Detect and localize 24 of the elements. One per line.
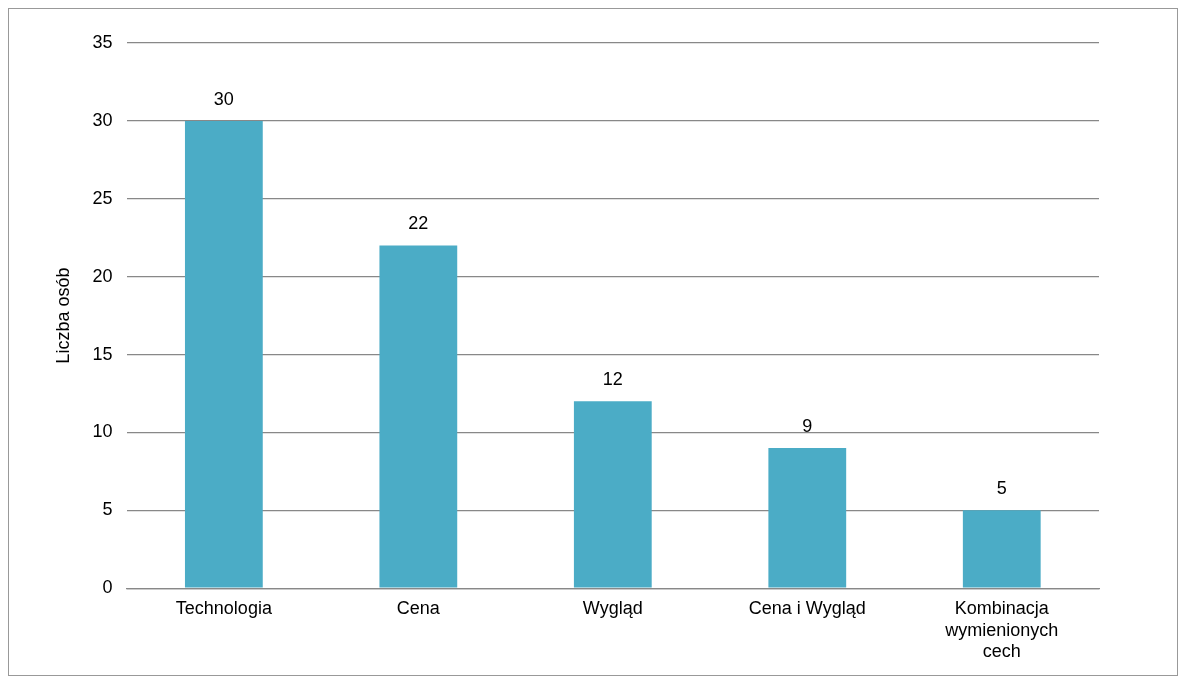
- bar: [379, 245, 458, 588]
- data-label: 22: [408, 213, 429, 234]
- y-axis-title: Liczba osób: [52, 267, 73, 364]
- x-tick-label: Cena i Wygląd: [748, 597, 866, 618]
- x-tick-label: Technologia: [175, 597, 273, 618]
- x-tick-label: Kombinacja wymienionych cech: [944, 597, 1059, 662]
- bar: [573, 401, 652, 588]
- y-tick-label: 15: [92, 343, 113, 364]
- y-tick-label: 30: [92, 109, 113, 130]
- data-label: 9: [802, 415, 813, 436]
- x-tick-label: Cena: [396, 597, 441, 618]
- bar: [184, 120, 263, 588]
- y-tick-label: 10: [92, 421, 113, 442]
- data-label: 30: [213, 88, 234, 109]
- y-tick-label: 35: [92, 31, 113, 52]
- data-label: 12: [602, 369, 623, 390]
- y-tick-label: 25: [92, 187, 113, 208]
- y-tick-label: 20: [92, 265, 113, 286]
- y-tick-label: 5: [102, 499, 113, 520]
- y-tick-label: 0: [102, 577, 113, 598]
- x-tick-label: Wygląd: [582, 597, 643, 618]
- data-label: 5: [996, 478, 1007, 499]
- bar: [768, 448, 847, 588]
- bar: [962, 510, 1041, 588]
